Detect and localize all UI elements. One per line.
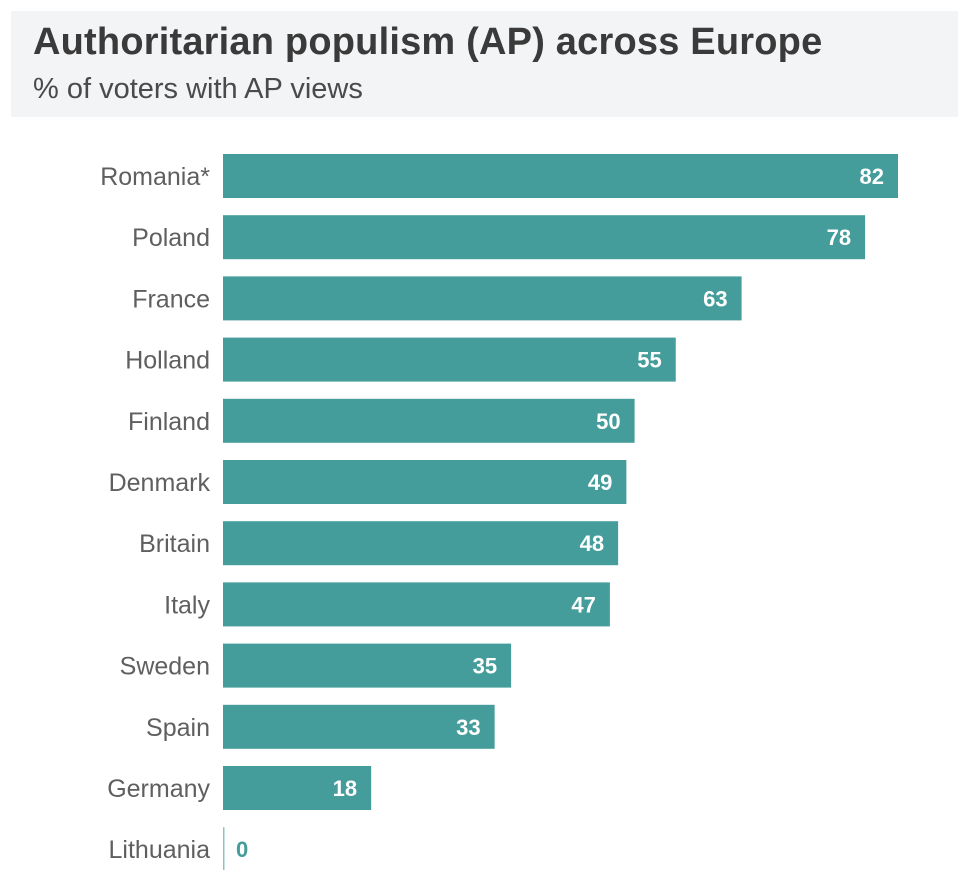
value-label-france: 63 bbox=[703, 286, 727, 311]
value-label-holland: 55 bbox=[637, 348, 661, 373]
value-label-denmark: 49 bbox=[588, 470, 612, 495]
value-label-poland: 78 bbox=[827, 225, 851, 250]
bar-spain bbox=[223, 704, 495, 749]
category-label-denmark: Denmark bbox=[109, 469, 211, 497]
bar-lithuania bbox=[223, 827, 225, 870]
chart-subtitle: % of voters with AP views bbox=[33, 73, 363, 105]
bar-romania bbox=[223, 154, 898, 198]
bar-sweden bbox=[223, 643, 512, 688]
category-label-sweden: Sweden bbox=[120, 653, 210, 681]
bar-italy bbox=[223, 582, 610, 627]
value-label-germany: 18 bbox=[333, 776, 357, 801]
bar-britain bbox=[223, 521, 619, 566]
category-label-germany: Germany bbox=[107, 775, 210, 803]
category-label-britain: Britain bbox=[139, 530, 210, 558]
bar-france bbox=[223, 276, 742, 321]
value-label-sweden: 35 bbox=[473, 654, 497, 679]
category-label-spain: Spain bbox=[146, 714, 210, 742]
bar-holland bbox=[223, 337, 676, 382]
category-label-lithuania: Lithuania bbox=[109, 836, 211, 864]
bar-germany bbox=[223, 766, 372, 810]
value-label-romania: 82 bbox=[860, 164, 884, 189]
bar-poland bbox=[223, 215, 866, 260]
category-label-holland: Holland bbox=[125, 347, 210, 375]
chart-title: Authoritarian populism (AP) across Europ… bbox=[33, 21, 823, 63]
value-label-finland: 50 bbox=[596, 409, 620, 434]
category-label-italy: Italy bbox=[164, 591, 210, 619]
category-label-france: France bbox=[132, 285, 210, 313]
bar-denmark bbox=[223, 460, 627, 504]
category-label-poland: Poland bbox=[132, 224, 210, 252]
value-label-spain: 33 bbox=[456, 715, 480, 740]
category-label-finland: Finland bbox=[128, 408, 210, 436]
bar-finland bbox=[223, 398, 635, 443]
category-label-romania: Romania* bbox=[100, 163, 210, 191]
value-label-britain: 48 bbox=[580, 531, 604, 556]
chart-header: Authoritarian populism (AP) across Europ… bbox=[11, 11, 958, 117]
value-label-italy: 47 bbox=[571, 592, 595, 617]
value-label-lithuania: 0 bbox=[236, 837, 248, 862]
